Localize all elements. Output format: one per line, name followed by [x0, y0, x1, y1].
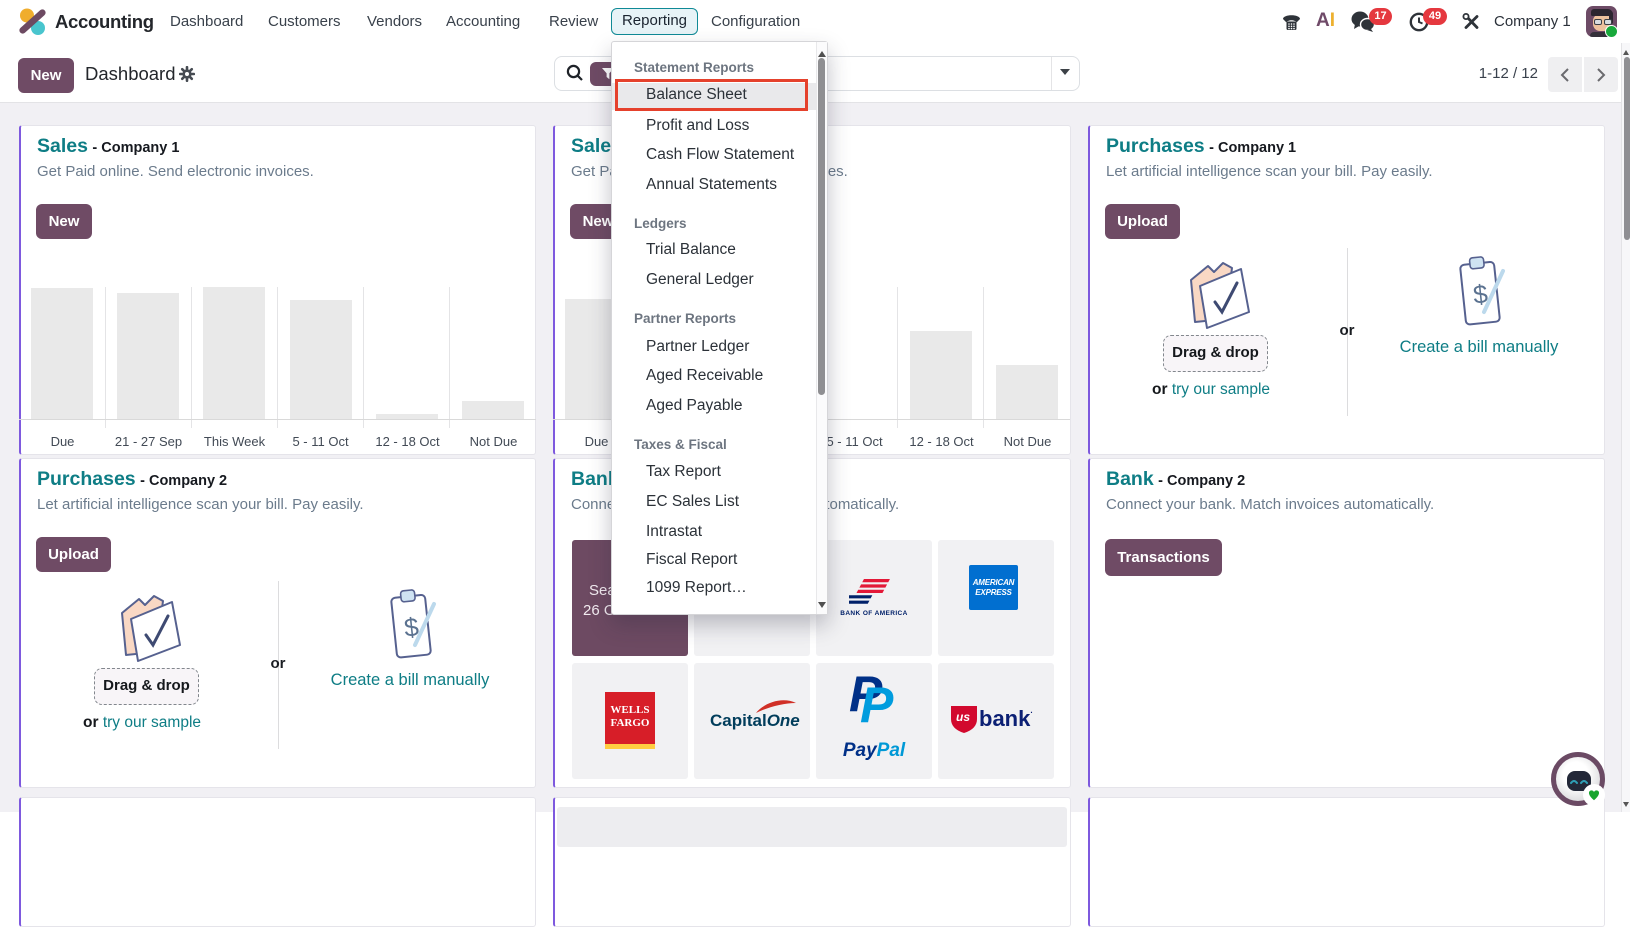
svg-text:us: us — [956, 710, 970, 724]
svg-text:$: $ — [1472, 278, 1490, 309]
svg-text:$: $ — [403, 611, 421, 642]
